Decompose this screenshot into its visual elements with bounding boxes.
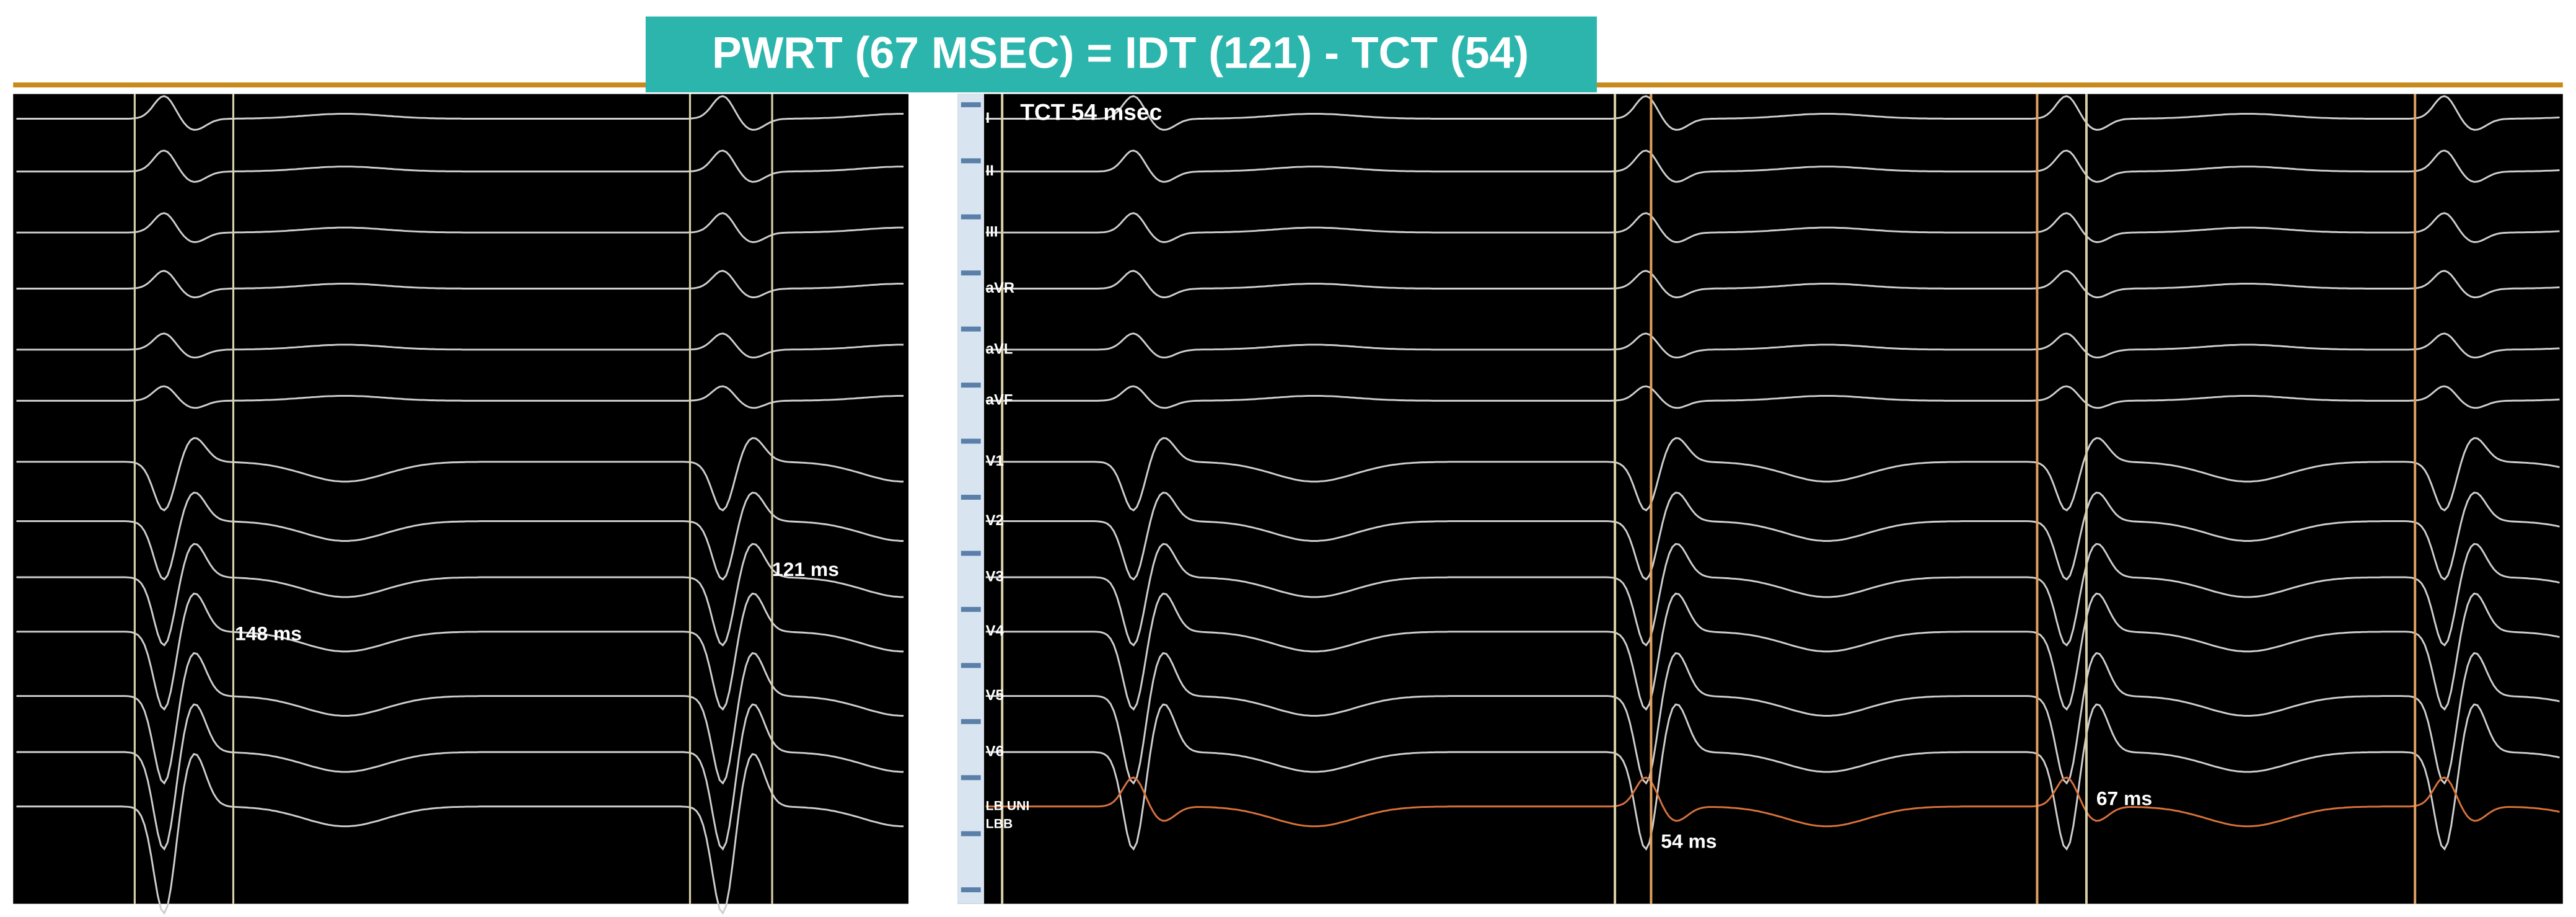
scale-tick bbox=[961, 775, 981, 781]
ecg-trace bbox=[16, 149, 904, 183]
traces bbox=[16, 94, 2560, 915]
ecg-trace bbox=[16, 753, 904, 915]
scale-tick bbox=[961, 831, 981, 836]
ecg-trace bbox=[985, 270, 2560, 299]
lead-label: V6 bbox=[986, 743, 1004, 760]
ecg-trace bbox=[16, 95, 904, 131]
ecg-trace bbox=[985, 543, 2560, 647]
lead-label: aVF bbox=[986, 392, 1013, 409]
scale-tick bbox=[961, 383, 981, 388]
ecg-trace bbox=[16, 212, 904, 243]
scale-tick bbox=[961, 158, 981, 164]
scale-tick bbox=[961, 663, 981, 668]
scale-tick bbox=[961, 887, 981, 893]
lead-label: V5 bbox=[986, 687, 1004, 704]
lead-label: aVR bbox=[986, 280, 1014, 296]
scale-tick bbox=[961, 606, 981, 612]
scale-tick bbox=[961, 495, 981, 500]
scale-tick bbox=[961, 214, 981, 219]
ecg-trace bbox=[985, 492, 2560, 581]
scale-tick bbox=[961, 438, 981, 444]
ecg-trace bbox=[16, 270, 904, 299]
ecg-trace bbox=[16, 437, 904, 512]
ecg-trace bbox=[16, 652, 904, 785]
panel-title: TCT 54 msec bbox=[1020, 99, 1162, 125]
header-title: PWRT (67 MSEC) = IDT (121) - TCT (54) bbox=[712, 28, 1529, 78]
lead-label: V2 bbox=[986, 512, 1004, 529]
lead-label: II bbox=[986, 162, 994, 179]
annotation: 67 ms bbox=[2096, 787, 2152, 810]
annotation: 54 ms bbox=[1661, 830, 1717, 853]
scale-tick bbox=[961, 551, 981, 556]
ecg-trace bbox=[985, 703, 2560, 851]
ecg-trace bbox=[16, 492, 904, 581]
left-panel bbox=[13, 94, 909, 904]
ecg-trace bbox=[16, 543, 904, 647]
ecg-trace bbox=[985, 385, 2560, 409]
ecg-trace bbox=[985, 592, 2560, 711]
ecg-trace bbox=[16, 592, 904, 711]
lead-label: V3 bbox=[986, 568, 1004, 585]
header-box bbox=[645, 16, 1597, 92]
ecg-trace bbox=[16, 332, 904, 359]
lead-label: I bbox=[986, 110, 990, 126]
lead-label: aVL bbox=[986, 340, 1013, 357]
lead-label: V1 bbox=[986, 453, 1004, 469]
scale-tick bbox=[961, 326, 981, 332]
ecg-trace bbox=[985, 149, 2560, 183]
scale-tick bbox=[961, 102, 981, 107]
ecg-trace bbox=[985, 95, 2560, 131]
ecg-trace bbox=[16, 385, 904, 409]
lead-label: III bbox=[986, 223, 998, 240]
ecg-trace bbox=[985, 652, 2560, 785]
scale-tick bbox=[961, 719, 981, 724]
annotation: 148 ms bbox=[235, 622, 302, 645]
ecg-trace bbox=[985, 437, 2560, 512]
lead-label: V4 bbox=[986, 622, 1004, 639]
ecg-trace bbox=[985, 212, 2560, 243]
scale-tick bbox=[961, 270, 981, 276]
lead-label: LBB bbox=[986, 817, 1013, 831]
annotation: 121 ms bbox=[772, 558, 839, 580]
ecg-trace bbox=[985, 776, 2560, 828]
ecg-trace bbox=[16, 703, 904, 851]
ecg-trace bbox=[985, 332, 2560, 359]
lead-label: LB UNI bbox=[986, 798, 1030, 813]
right-panel bbox=[957, 94, 2563, 904]
